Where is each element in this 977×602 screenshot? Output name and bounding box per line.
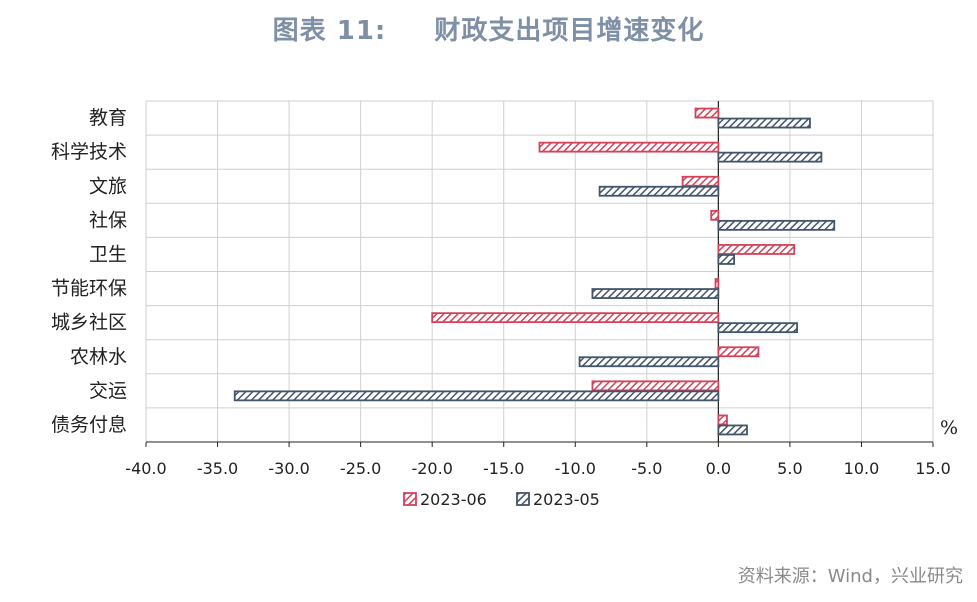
x-tick-label: -5.0 — [631, 459, 662, 478]
x-tick-label: 0.0 — [706, 459, 731, 478]
legend-swatch — [403, 492, 417, 506]
bar-2023-05 — [717, 219, 836, 231]
bar-2023-06 — [714, 278, 720, 289]
category-label: 债务付息 — [51, 414, 127, 436]
bar-2023-05 — [717, 322, 798, 334]
bar-2023-05 — [717, 117, 811, 129]
x-tick-label: -25.0 — [340, 459, 381, 478]
x-tick-label: -35.0 — [197, 459, 238, 478]
bar-2023-05 — [591, 288, 720, 299]
x-tick-label: 10.0 — [844, 459, 880, 478]
category-label: 社保 — [89, 209, 127, 231]
legend-label: 2023-05 — [533, 490, 600, 509]
chart-title-text: 财政支出项目增速变化 — [434, 16, 705, 46]
source-note: 资料来源：Wind，兴业研究 — [737, 566, 963, 587]
category-label: 节能环保 — [51, 278, 127, 300]
labels-layer: -40.0 -35.0 -30.0 -25.0 -20.0 -15.0 -10.0 -5.0 0… — [51, 107, 958, 478]
bar-2023-05 — [717, 424, 748, 436]
bar-2023-06 — [591, 380, 720, 392]
bar-2023-06 — [717, 346, 760, 358]
bar-2023-06 — [694, 107, 720, 119]
chart-title-label: 图表 11: — [272, 16, 387, 46]
category-label: 农林水 — [70, 346, 127, 368]
chart-title: 图表 11: 财政支出项目增速变化 — [0, 10, 977, 47]
legend-swatch — [516, 492, 530, 506]
bar-2023-06 — [717, 244, 796, 255]
bar-2023-05 — [717, 254, 736, 265]
x-tick-label: -15.0 — [483, 459, 524, 478]
x-tick-label: 15.0 — [915, 459, 951, 478]
bar-2023-06 — [538, 141, 720, 153]
category-label: 文旅 — [89, 175, 127, 197]
bar-2023-05 — [233, 390, 720, 402]
category-label: 教育 — [89, 107, 127, 129]
x-tick-label: -40.0 — [125, 459, 166, 478]
bar-2023-05 — [598, 185, 720, 197]
category-label: 城乡社区 — [51, 312, 127, 334]
category-label: 交运 — [89, 380, 127, 402]
legend-label: 2023-06 — [420, 490, 487, 509]
bar-2023-06 — [717, 414, 728, 426]
x-tick-label: -10.0 — [555, 459, 596, 478]
category-label: 科学技术 — [51, 141, 127, 163]
bar-2023-06 — [710, 209, 720, 221]
bars-layer — [233, 107, 836, 436]
bar-2023-05 — [717, 151, 823, 163]
x-tick-label: 5.0 — [777, 459, 802, 478]
legend: 2023-06 2023-05 — [403, 490, 600, 509]
unit-label: % — [940, 417, 958, 439]
category-label: 卫生 — [89, 243, 127, 265]
x-tick-label: -20.0 — [411, 459, 452, 478]
bar-2023-06 — [431, 312, 720, 324]
bar-2023-05 — [578, 356, 720, 368]
bar-2023-06 — [681, 175, 720, 187]
x-tick-label: -30.0 — [268, 459, 309, 478]
